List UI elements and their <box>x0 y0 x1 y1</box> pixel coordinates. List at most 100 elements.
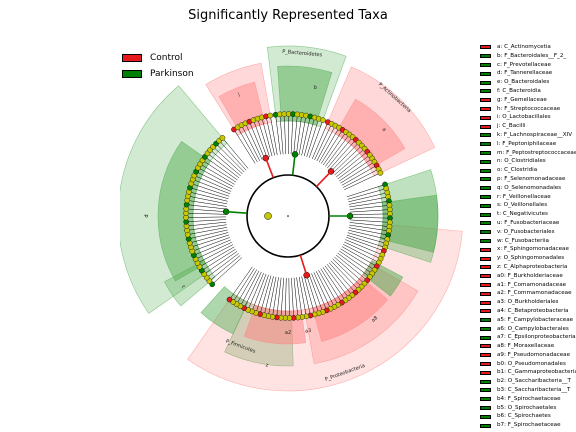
taxon-label-w: w: C_Fusobacteriia <box>497 237 549 244</box>
branch <box>345 239 383 256</box>
taxon-swatch-a3 <box>480 300 491 305</box>
legend-label-control: Control <box>150 53 183 63</box>
branch <box>326 264 353 296</box>
taxon-label-g: g: F_Gemellaceae <box>497 96 547 103</box>
taxon-swatch-b3 <box>480 388 491 393</box>
branch <box>212 257 243 285</box>
taxon-entry-q: q: O_Selenomonadales <box>480 184 576 193</box>
taxon-swatch-z <box>480 265 491 270</box>
branch <box>343 244 379 263</box>
branch <box>293 277 299 318</box>
taxon-swatch-d <box>480 71 491 76</box>
taxon-label-b7: b7: F_Spirochaetaceae <box>497 422 561 429</box>
branch <box>257 118 270 157</box>
taxon-swatch-t <box>480 212 491 217</box>
taxon-entry-a2: a2: F_Commamonadaceae <box>480 289 576 298</box>
branch <box>188 191 228 202</box>
taxon-entry-a6: a6: O_Campylobacterales <box>480 325 576 334</box>
taxon-label-t: t: C_Negativicutes <box>497 211 548 218</box>
branch <box>291 277 294 318</box>
taxon-entry-a4: a4: C_Betaproteobacteria <box>480 307 576 316</box>
taxon-label-b5: b5: O_Spirochaetales <box>497 404 557 411</box>
root-node <box>264 212 272 220</box>
branch <box>202 160 237 183</box>
branch <box>190 234 230 248</box>
taxon-label-b4: b4: F_Spirochaetaceae <box>497 395 561 402</box>
taxon-label-j: j: C_Bacilli <box>497 123 526 130</box>
taxon-label-i: i: O_Lactobacillales <box>497 114 551 121</box>
branch <box>280 277 284 318</box>
branch <box>193 239 231 256</box>
branch <box>207 153 240 179</box>
taxon-swatch-k <box>480 133 491 138</box>
branch <box>308 274 323 313</box>
taxon-label-b1: b1: C_Gammaproteobacteria <box>497 369 576 376</box>
branch <box>339 250 373 274</box>
clade-branch-3 <box>299 254 308 276</box>
taxon-swatch-b4 <box>480 397 491 402</box>
branch <box>315 271 335 307</box>
taxon-swatch-r <box>480 194 491 199</box>
taxon-entry-i: i: O_Lactobacillales <box>480 113 576 122</box>
clade-branch-5 <box>265 157 275 179</box>
taxon-label-b2: b2: O_Saccharibacteria__T <box>497 378 571 385</box>
branch <box>349 217 390 219</box>
branch <box>268 276 277 317</box>
taxon-entry-v: v: O_Fusobacteriales <box>480 228 576 237</box>
branch <box>346 184 386 198</box>
branch <box>259 275 272 315</box>
taxon-entry-e: e: O_Bacteroidales <box>480 78 576 87</box>
branch <box>197 167 234 187</box>
taxon-entry-w: w: C_Fusobacteriia <box>480 237 576 246</box>
branch <box>348 192 388 203</box>
branch <box>348 229 388 240</box>
taxon-swatch-a1 <box>480 282 491 287</box>
branch <box>334 256 365 284</box>
branch <box>199 246 235 268</box>
taxon-entry-a: a: C_Actinomycetia <box>480 43 576 52</box>
leaf-node-91 <box>226 296 233 303</box>
taxon-label-a: a: C_Actinomycetia <box>497 44 551 50</box>
branch <box>249 121 265 159</box>
branch <box>301 116 311 156</box>
center-dot <box>287 215 289 217</box>
branch <box>189 187 229 200</box>
taxon-entry-a9: a9: F_Pseudomonadaceae <box>480 351 576 360</box>
branch <box>288 277 290 318</box>
taxon-entry-u: u: F_Fusobacteriaceae <box>480 219 576 228</box>
branch <box>191 183 230 197</box>
branch <box>330 142 360 172</box>
branch <box>209 255 241 282</box>
branch <box>200 163 235 185</box>
taxon-swatch-a7 <box>480 335 491 340</box>
branch <box>186 208 227 212</box>
branch <box>303 275 315 315</box>
branch <box>344 241 381 259</box>
branch <box>334 148 365 176</box>
branch <box>276 277 282 318</box>
taxon-label-q: q: O_Selenomonadales <box>497 184 562 191</box>
taxon-entry-y: y: O_Sphingomonadales <box>480 254 576 263</box>
taxon-label-o: o: C_Clostridia <box>497 167 538 174</box>
branch <box>318 127 340 163</box>
branch <box>332 145 362 174</box>
branch <box>346 234 386 248</box>
taxon-swatch-j <box>480 124 491 129</box>
branch <box>301 276 311 316</box>
branch <box>232 268 255 303</box>
branch <box>311 273 327 311</box>
branch <box>241 125 260 161</box>
branch <box>314 123 332 161</box>
taxon-swatch-m <box>480 150 491 155</box>
branch <box>247 272 264 310</box>
branch <box>346 236 384 252</box>
taxon-entry-d: d: F_Tannerellaceae <box>480 69 576 78</box>
branch <box>253 119 268 158</box>
branch <box>189 232 229 244</box>
branch <box>328 262 356 293</box>
leaf-node-130 <box>219 135 226 141</box>
branch <box>347 188 387 200</box>
taxon-label-l: l: F_Peptoniphilaceae <box>497 140 557 147</box>
taxon-label-y: y: O_Sphingomonadales <box>497 255 565 262</box>
taxon-swatch-g <box>480 98 491 103</box>
